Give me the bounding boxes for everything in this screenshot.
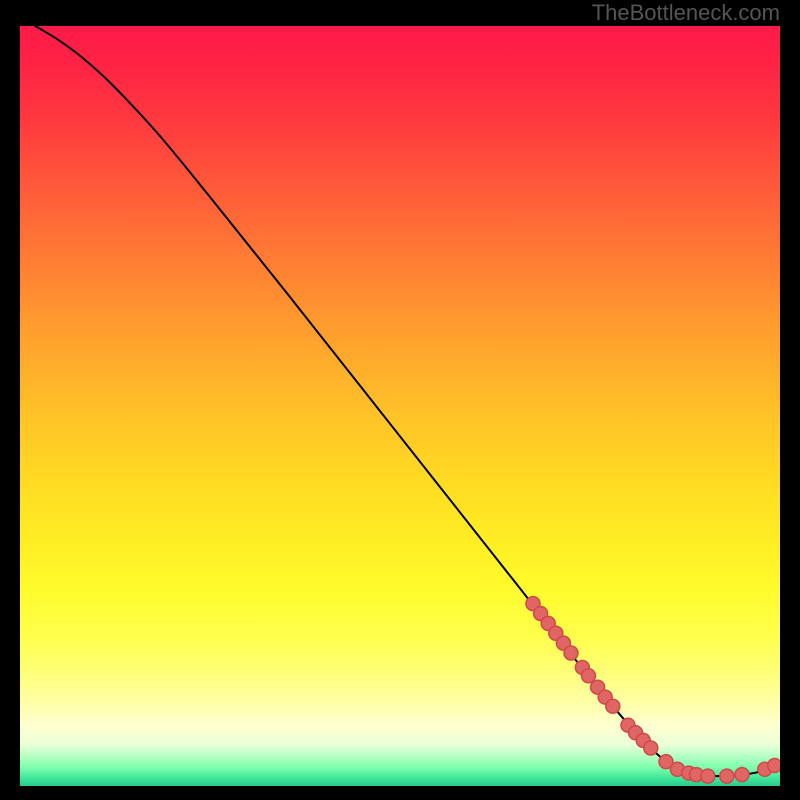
data-marker [606, 699, 620, 713]
data-marker [564, 646, 578, 660]
chart-stage: TheBottleneck.com [0, 0, 800, 800]
data-marker [701, 769, 715, 783]
data-marker [768, 758, 780, 772]
data-marker [735, 768, 749, 782]
plot-area [20, 26, 780, 786]
data-marker [644, 741, 658, 755]
plot-svg [20, 26, 780, 786]
plot-background [20, 26, 780, 786]
data-marker [720, 769, 734, 783]
attribution-text: TheBottleneck.com [592, 0, 780, 26]
